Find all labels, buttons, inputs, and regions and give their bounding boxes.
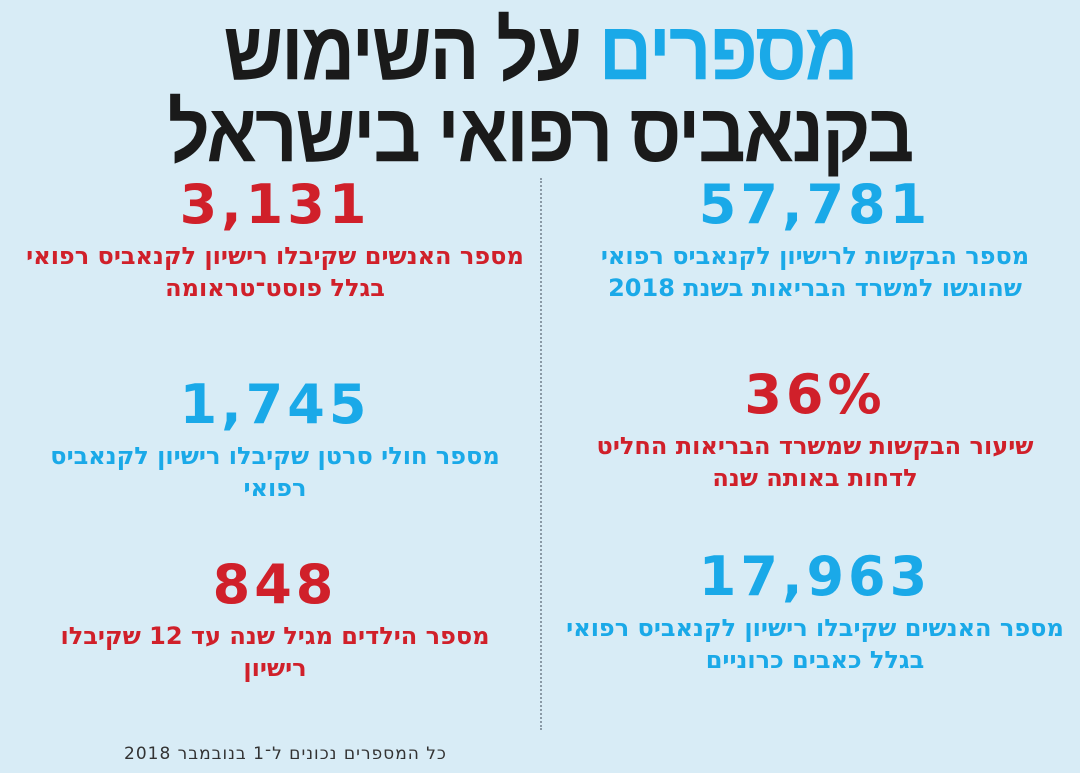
stat-description: שיעור הבקשות שמשרד הבריאות החליט לדחות ב… [596, 432, 1034, 493]
headline-line-1: מספרים על השימוש [0, 9, 1080, 93]
stat-description: מספר הבקשות לרישיון לקנאביס רפואי שהוגשו… [600, 242, 1030, 303]
stat-description: מספר הילדים מגיל שנה עד 12 שקיבלו רישיון [60, 622, 490, 683]
stat-rejected: 36% שיעור הבקשות שמשרד הבריאות החליט לדח… [565, 368, 1065, 495]
stat-cancer: 1,745 מספר חולי סרטן שקיבלו רישיון לקנאב… [25, 378, 525, 505]
column-divider [540, 178, 542, 730]
headline: מספרים על השימוש בקנאביס רפואי בישראל [0, 6, 1080, 174]
stat-requests: 57,781 מספר הבקשות לרישיון לקנאביס רפואי… [565, 178, 1065, 305]
stat-number: 36% [744, 363, 886, 426]
stat-number: 3,131 [179, 173, 371, 236]
stat-description: מספר האנשים שקיבלו רישיון לקנאביס רפואי … [566, 614, 1064, 675]
stat-description: מספר האנשים שקיבלו רישיון לקנאביס רפואי … [26, 242, 524, 303]
stat-chronic-pain: 17,963 מספר האנשים שקיבלו רישיון לקנאביס… [565, 550, 1065, 677]
stat-number: 57,781 [698, 173, 932, 236]
headline-accent-word: מספרים [598, 3, 859, 97]
stat-number: 848 [212, 553, 338, 616]
stat-children: 848 מספר הילדים מגיל שנה עד 12 שקיבלו רי… [25, 558, 525, 685]
stat-ptsd: 3,131 מספר האנשים שקיבלו רישיון לקנאביס … [25, 178, 525, 305]
headline-line-1-rest: על השימוש [223, 3, 583, 97]
headline-line-2: בקנאביס רפואי בישראל [167, 85, 915, 179]
stat-number: 17,963 [698, 545, 932, 608]
stat-number: 1,745 [179, 373, 371, 436]
stat-description: מספר חולי סרטן שקיבלו רישיון לקנאביס רפו… [50, 442, 500, 503]
footnote: כל המספרים נכונים ל־1 בנובמבר 2018 [124, 744, 447, 764]
